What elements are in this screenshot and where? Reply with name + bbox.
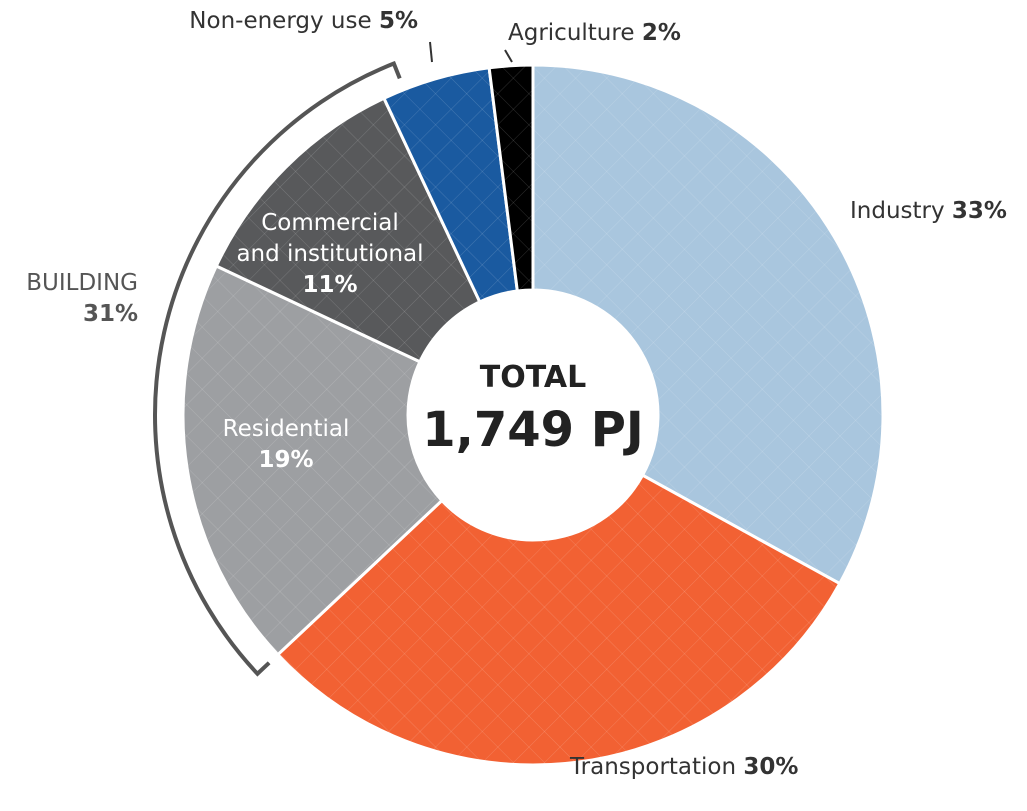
group-bracket	[153, 60, 402, 677]
group-label: BUILDING 31%	[26, 268, 138, 330]
group-value-label: 31%	[82, 301, 138, 327]
category-name: Industry	[850, 198, 945, 224]
category-name: Transportation	[570, 754, 737, 780]
category-name: Residential	[222, 416, 350, 442]
slice-label: Non-energy use 5%	[189, 6, 418, 37]
leader-line	[429, 41, 433, 63]
value-label: 19%	[258, 447, 314, 473]
slice-label: Residential 19%	[136, 414, 436, 476]
value-label: 30%	[743, 754, 799, 780]
center-title: TOTAL	[479, 360, 587, 395]
group-name: BUILDING	[26, 270, 138, 296]
value-label: 5%	[378, 8, 418, 34]
value-label: 11%	[302, 272, 358, 298]
leader-line	[504, 49, 513, 63]
value-label: 2%	[641, 20, 681, 46]
slice-label: Agriculture 2%	[508, 18, 681, 49]
donut-slice	[531, 63, 885, 586]
category-name: Non-energy use	[189, 8, 372, 34]
center-value: 1,749 PJ	[422, 402, 644, 458]
category-name: Agriculture	[508, 20, 635, 46]
slice-label: Commercial and institutional 11%	[180, 208, 480, 301]
category-name: Commercial and institutional	[236, 210, 424, 267]
slice-label: Transportation 30%	[570, 752, 798, 783]
value-label: 33%	[951, 198, 1007, 224]
slice-label: Industry 33%	[850, 196, 1007, 227]
